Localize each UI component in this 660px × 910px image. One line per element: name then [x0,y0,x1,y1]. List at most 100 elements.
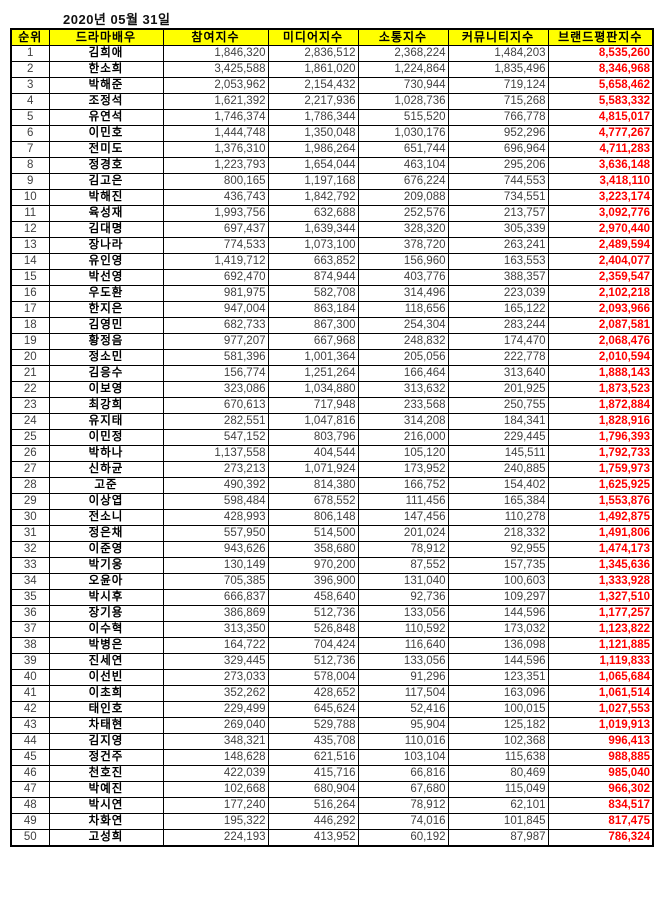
community-index-cell: 218,332 [447,525,549,542]
community-index-cell: 696,964 [447,141,549,158]
rank-cell: 18 [10,317,50,334]
actor-name-cell: 박시후 [48,589,164,606]
communication-index-cell: 78,912 [357,797,449,814]
actor-name-cell: 진세연 [48,653,164,670]
participation-index-cell: 422,039 [162,765,269,782]
actor-name-cell: 한지은 [48,301,164,318]
table-row: 50 고성희 224,193 413,952 60,192 87,987 786,324 [10,829,654,847]
rank-cell: 21 [10,365,50,382]
community-index-cell: 766,778 [447,109,549,126]
rank-cell: 13 [10,237,50,254]
communication-index-cell: 233,568 [357,397,449,414]
brand-reputation-index-cell: 2,489,594 [547,237,654,254]
community-index-cell: 201,925 [447,381,549,398]
table-row: 2 한소희 3,425,588 1,861,020 1,224,864 1,835,496… [10,61,654,78]
communication-index-cell: 403,776 [357,269,449,286]
media-index-cell: 1,047,816 [267,413,359,430]
column-header-0: 순위 [10,28,50,46]
table-row: 30 전소니 428,993 806,148 147,456 110,278 1,492,8… [10,509,654,526]
communication-index-cell: 105,120 [357,445,449,462]
brand-reputation-index-cell: 1,474,173 [547,541,654,558]
media-index-cell: 413,952 [267,829,359,847]
table-row: 17 한지은 947,004 863,184 118,656 165,122 2,093,9… [10,301,654,318]
actor-name-cell: 오윤아 [48,573,164,590]
date-label: 2020년 05월 31일 [63,12,171,27]
community-index-cell: 283,244 [447,317,549,334]
brand-reputation-index-cell: 2,068,476 [547,333,654,350]
table-header-row: 순위 드라마배우 참여지수 미디어지수 소통지수 커뮤니티지수 브랜드평판지수 [10,28,654,46]
participation-index-cell: 1,444,748 [162,125,269,142]
rank-cell: 10 [10,189,50,206]
participation-index-cell: 557,950 [162,525,269,542]
actor-name-cell: 장나라 [48,237,164,254]
brand-reputation-index-cell: 5,658,462 [547,77,654,94]
actor-name-cell: 우도환 [48,285,164,302]
brand-reputation-index-cell: 1,123,822 [547,621,654,638]
communication-index-cell: 110,592 [357,621,449,638]
actor-name-cell: 김응수 [48,365,164,382]
communication-index-cell: 173,952 [357,461,449,478]
media-index-cell: 512,736 [267,653,359,670]
table-row: 38 박병은 164,722 704,424 116,640 136,098 1,121,8… [10,637,654,654]
communication-index-cell: 92,736 [357,589,449,606]
brand-reputation-index-cell: 985,040 [547,765,654,782]
media-index-cell: 512,736 [267,605,359,622]
table-row: 4 조정석 1,621,392 2,217,936 1,028,736 715,268 5,… [10,93,654,110]
communication-index-cell: 60,192 [357,829,449,847]
participation-index-cell: 156,774 [162,365,269,382]
rank-cell: 9 [10,173,50,190]
participation-index-cell: 323,086 [162,381,269,398]
table-row: 33 박기웅 130,149 970,200 87,552 157,735 1,345,63… [10,557,654,574]
communication-index-cell: 651,744 [357,141,449,158]
actor-name-cell: 유인영 [48,253,164,270]
table-row: 39 진세연 329,445 512,736 133,056 144,596 1,119,8… [10,653,654,670]
participation-index-cell: 682,733 [162,317,269,334]
participation-index-cell: 697,437 [162,221,269,238]
communication-index-cell: 118,656 [357,301,449,318]
table-row: 40 이선빈 273,033 578,004 91,296 123,351 1,065,68… [10,669,654,686]
brand-reputation-index-cell: 1,177,257 [547,605,654,622]
media-index-cell: 514,500 [267,525,359,542]
community-index-cell: 223,039 [447,285,549,302]
media-index-cell: 667,968 [267,333,359,350]
actor-name-cell: 정건주 [48,749,164,766]
table-row: 23 최강희 670,613 717,948 233,568 250,755 1,872,8… [10,397,654,414]
media-index-cell: 1,001,364 [267,349,359,366]
brand-reputation-index-cell: 1,828,916 [547,413,654,430]
brand-reputation-index-cell: 2,102,218 [547,285,654,302]
participation-index-cell: 224,193 [162,829,269,847]
communication-index-cell: 133,056 [357,605,449,622]
participation-index-cell: 800,165 [162,173,269,190]
table-row: 8 정경호 1,223,793 1,654,044 463,104 295,206 3,63… [10,157,654,174]
table-row: 18 김영민 682,733 867,300 254,304 283,244 2,087,5… [10,317,654,334]
participation-index-cell: 282,551 [162,413,269,430]
rank-cell: 1 [10,45,50,62]
brand-reputation-index-cell: 8,535,260 [547,45,654,62]
table-row: 3 박해준 2,053,962 2,154,432 730,944 719,124 5,65… [10,77,654,94]
media-index-cell: 428,652 [267,685,359,702]
table-row: 32 이준영 943,626 358,680 78,912 92,955 1,474,173 [10,541,654,558]
table-row: 24 유지태 282,551 1,047,816 314,208 184,341 1,828… [10,413,654,430]
actor-name-cell: 김지영 [48,733,164,750]
actor-name-cell: 김대명 [48,221,164,238]
community-index-cell: 184,341 [447,413,549,430]
communication-index-cell: 216,000 [357,429,449,446]
column-header-1: 드라마배우 [48,28,164,46]
communication-index-cell: 676,224 [357,173,449,190]
community-index-cell: 263,241 [447,237,549,254]
community-index-cell: 92,955 [447,541,549,558]
communication-index-cell: 463,104 [357,157,449,174]
community-index-cell: 144,596 [447,605,549,622]
participation-index-cell: 705,385 [162,573,269,590]
rank-cell: 8 [10,157,50,174]
rank-cell: 14 [10,253,50,270]
rank-cell: 5 [10,109,50,126]
media-index-cell: 1,251,264 [267,365,359,382]
media-index-cell: 582,708 [267,285,359,302]
community-index-cell: 1,835,496 [447,61,549,78]
brand-reputation-index-cell: 2,404,077 [547,253,654,270]
actor-name-cell: 김고은 [48,173,164,190]
rank-cell: 25 [10,429,50,446]
brand-reputation-index-cell: 3,418,110 [547,173,654,190]
rank-cell: 37 [10,621,50,638]
